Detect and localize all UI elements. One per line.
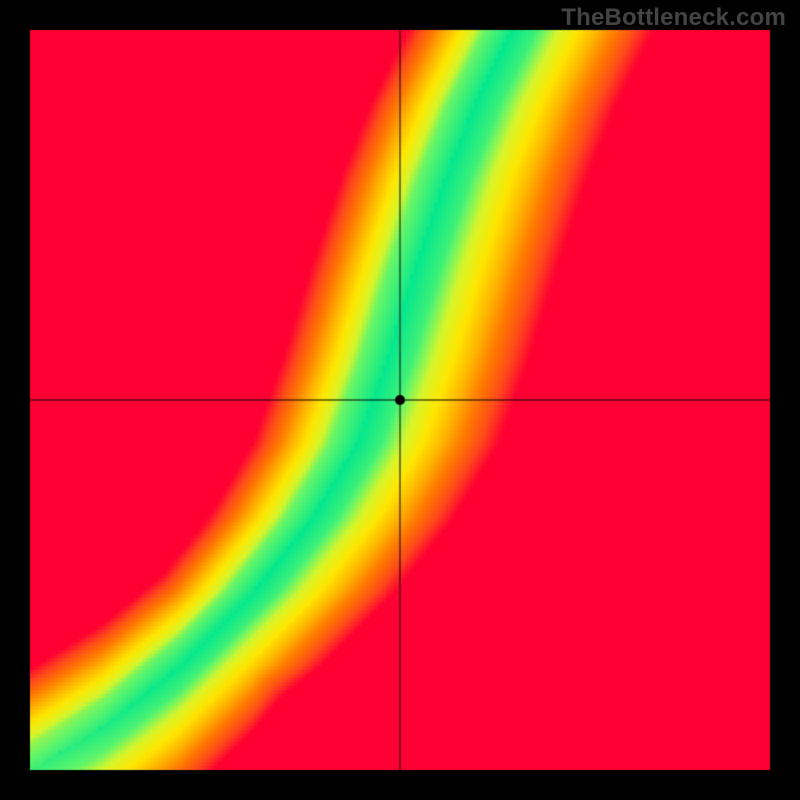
watermark-label: TheBottleneck.com	[561, 4, 786, 32]
chart-container: TheBottleneck.com	[0, 0, 800, 800]
heatmap-canvas	[0, 0, 800, 800]
